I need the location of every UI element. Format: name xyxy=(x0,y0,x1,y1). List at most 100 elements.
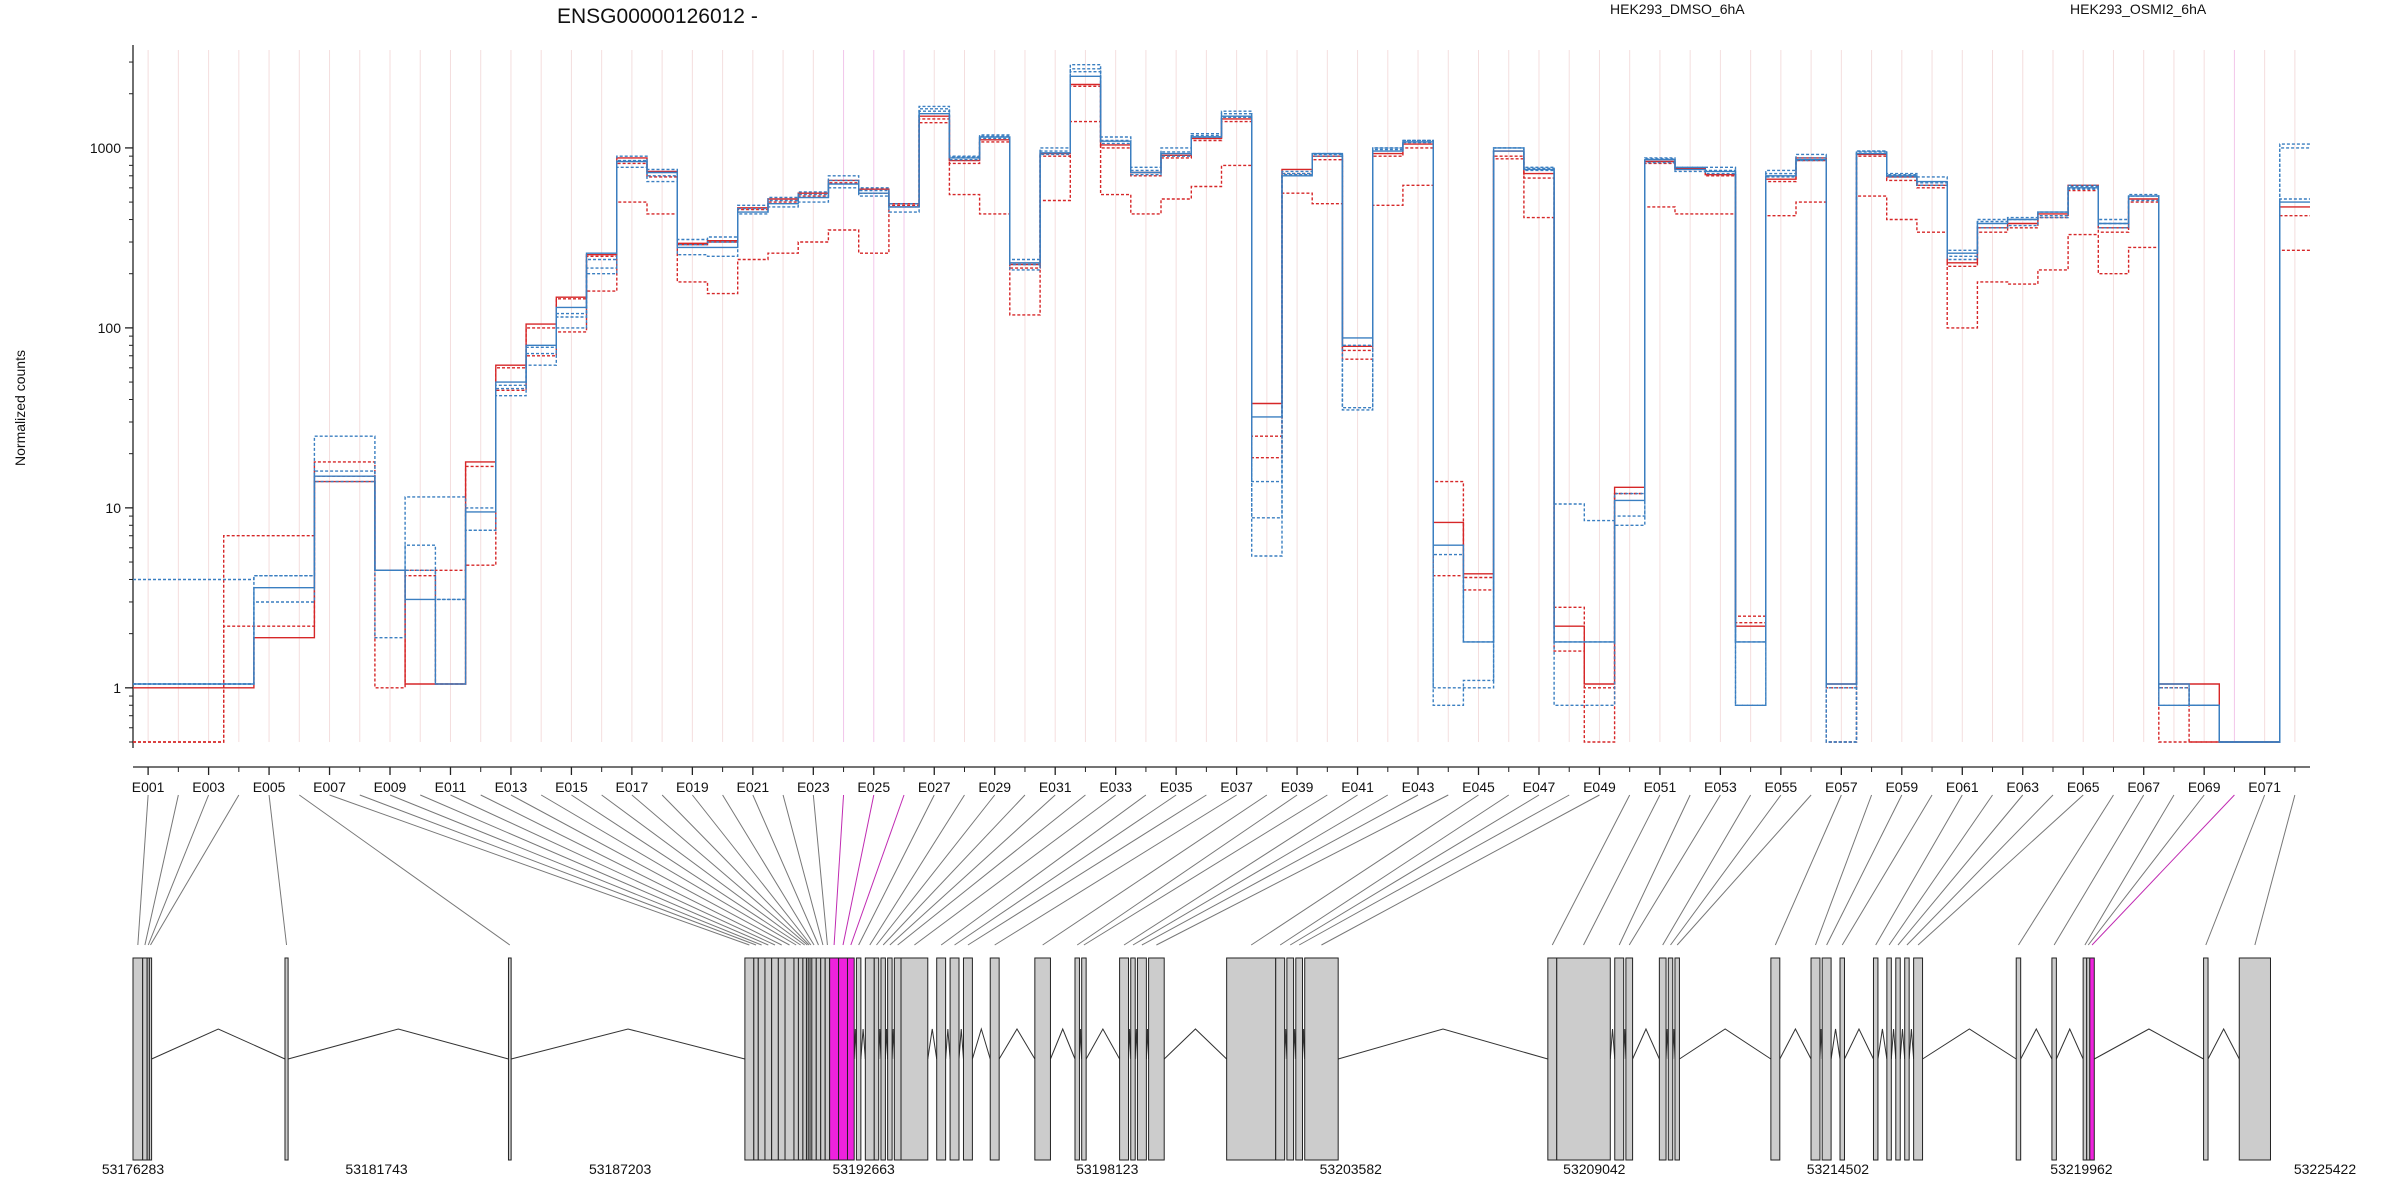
exon-connector xyxy=(954,794,1177,946)
exon-block xyxy=(2015,957,2022,1161)
intron-line xyxy=(1679,1028,1772,1060)
exon-block xyxy=(846,957,855,1161)
exon-block xyxy=(829,957,840,1161)
exon-connector xyxy=(150,794,240,946)
exon-label: E027 xyxy=(918,779,951,795)
exon-label: E011 xyxy=(435,779,467,795)
exon-connector xyxy=(1826,794,1903,946)
exon-block xyxy=(2238,957,2271,1161)
exon-block xyxy=(811,957,817,1161)
exon-block xyxy=(1547,957,1558,1161)
exon-connector xyxy=(420,794,769,946)
exon-label: E009 xyxy=(374,779,407,795)
exon-connector xyxy=(967,794,1207,946)
exon-connector xyxy=(897,794,1086,946)
exon-label: E033 xyxy=(1099,779,1132,795)
genomic-coordinate-label: 53225422 xyxy=(2294,1161,2357,1177)
exon-connector xyxy=(2018,794,2114,946)
exon-block xyxy=(764,957,773,1161)
exon-label: E035 xyxy=(1160,779,1193,795)
exon-label: E067 xyxy=(2127,779,2160,795)
exon-connector xyxy=(1875,794,1963,946)
exon-block xyxy=(1667,957,1674,1161)
intron-line xyxy=(1049,1027,1076,1060)
exon-connector xyxy=(1076,794,1298,946)
exon-label: E071 xyxy=(2248,779,2281,795)
y-tick-label: 1 xyxy=(113,680,121,696)
genomic-coordinate-label: 53181743 xyxy=(345,1161,408,1177)
intron-line xyxy=(927,1028,938,1060)
exon-connector xyxy=(1141,794,1419,946)
exon-block xyxy=(132,957,144,1161)
exon-connector xyxy=(359,794,757,946)
exon-connector xyxy=(914,794,1116,946)
exon-label: E025 xyxy=(857,779,890,795)
exon-connector xyxy=(1321,794,1600,946)
exon-connector xyxy=(510,794,790,946)
exon-label: E037 xyxy=(1220,779,1253,795)
genomic-coordinate-label: 53203582 xyxy=(1320,1161,1383,1177)
series-line xyxy=(133,85,2310,743)
exon-connector xyxy=(1774,794,1842,946)
exon-block xyxy=(1674,957,1680,1161)
exon-block xyxy=(880,957,886,1161)
exon-block xyxy=(1286,957,1295,1161)
exon-label: E015 xyxy=(555,779,588,795)
intron-line xyxy=(1163,1028,1228,1060)
exon-block xyxy=(1886,957,1892,1161)
intron-line xyxy=(1922,1028,2017,1060)
exon-label: E049 xyxy=(1583,779,1616,795)
exon-block xyxy=(936,957,947,1161)
exon-label: E059 xyxy=(1885,779,1918,795)
exon-connector xyxy=(1917,794,2084,946)
genomic-coordinate-label: 53219962 xyxy=(2050,1161,2113,1177)
exon-connector xyxy=(2053,794,2145,946)
series-line xyxy=(133,120,2310,743)
exon-block xyxy=(1295,957,1303,1161)
exon-connector xyxy=(1897,794,2024,946)
exon-block xyxy=(900,957,929,1161)
intron-line xyxy=(151,1028,286,1060)
exon-connector xyxy=(1676,794,1812,946)
y-tick-label: 100 xyxy=(98,320,122,336)
exon-connector xyxy=(1298,794,1570,946)
exon-block xyxy=(148,957,153,1161)
legend-label-dmso: HEK293_DMSO_6hA xyxy=(1610,1,1745,17)
exon-connector xyxy=(450,794,776,946)
intron-line xyxy=(971,1027,991,1060)
intron-line xyxy=(1338,1028,1548,1060)
exon-block xyxy=(1770,957,1781,1161)
exon-block xyxy=(802,957,807,1161)
exon-block xyxy=(1904,957,1910,1161)
exon-connector xyxy=(1662,794,1752,946)
genomic-coordinate-label: 53214502 xyxy=(1807,1161,1870,1177)
exon-connector xyxy=(2254,794,2296,946)
intron-line xyxy=(2020,1027,2053,1060)
exon-connector xyxy=(1906,794,2054,946)
exon-block xyxy=(1074,957,1080,1161)
exon-block xyxy=(1136,957,1147,1161)
exon-block xyxy=(1821,957,1832,1161)
exon-connector xyxy=(782,794,824,946)
intron-line xyxy=(1830,1028,1841,1060)
exon-label: E051 xyxy=(1644,779,1677,795)
exon-label: E023 xyxy=(797,779,830,795)
intron-line xyxy=(1877,1028,1888,1060)
exon-block xyxy=(887,957,893,1161)
exon-connector xyxy=(144,794,179,946)
genomic-coordinate-label: 53192663 xyxy=(833,1161,896,1177)
exon-connector xyxy=(833,794,845,946)
intron-line xyxy=(1609,1028,1616,1060)
intron-line xyxy=(2055,1027,2084,1060)
exon-connector xyxy=(601,794,805,946)
exon-block xyxy=(1614,957,1625,1161)
exon-label: E005 xyxy=(253,779,286,795)
exon-connector xyxy=(299,794,511,946)
exon-block xyxy=(820,957,826,1161)
exon-block xyxy=(2203,957,2209,1161)
exon-connector xyxy=(1841,794,1933,946)
exon-block xyxy=(797,957,804,1161)
exon-connector xyxy=(722,794,815,946)
exon-connector xyxy=(1551,794,1631,946)
exon-connector xyxy=(691,794,812,946)
